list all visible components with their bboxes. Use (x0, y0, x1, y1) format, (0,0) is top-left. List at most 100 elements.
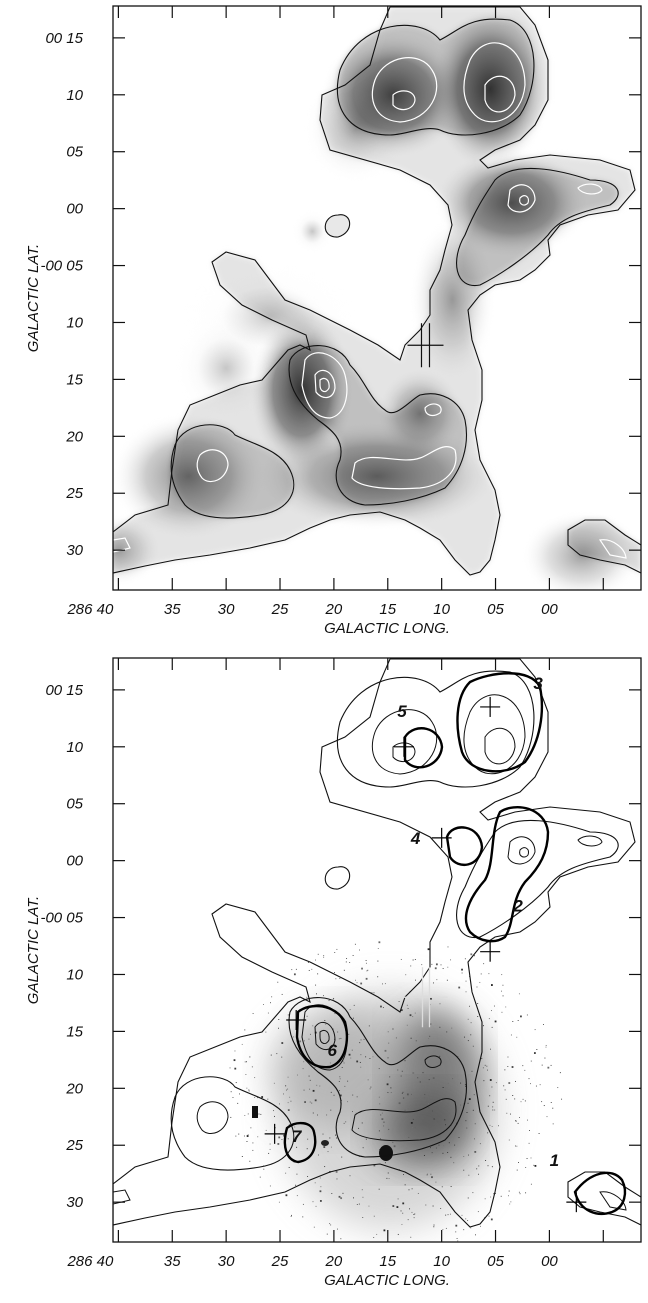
x-tick-label: 00 (541, 1253, 558, 1270)
star (491, 984, 493, 986)
star (465, 1218, 467, 1220)
star (309, 1088, 311, 1090)
star (346, 958, 348, 960)
star (508, 1082, 511, 1084)
star (390, 1092, 392, 1093)
star (365, 1056, 367, 1058)
star (542, 1024, 544, 1025)
star (501, 1011, 503, 1013)
star (526, 1158, 528, 1160)
star (510, 1034, 512, 1036)
x-tick-label: 10 (433, 601, 450, 618)
star (259, 1176, 261, 1178)
star (317, 1114, 318, 1116)
star (238, 1133, 240, 1135)
star (327, 1151, 329, 1153)
source-label: 3 (533, 674, 543, 693)
star (474, 955, 476, 957)
star (333, 1094, 335, 1096)
star (419, 1081, 421, 1083)
star (329, 1062, 331, 1064)
source-label: 5 (397, 702, 407, 721)
star (518, 1191, 520, 1193)
radio-contour (456, 672, 544, 773)
star (323, 1146, 326, 1148)
star (415, 1040, 417, 1042)
emission-clump (113, 513, 162, 587)
star (476, 1168, 478, 1170)
contour-inner (371, 57, 438, 123)
star (307, 1138, 309, 1140)
star (428, 1107, 430, 1109)
star (492, 1106, 494, 1108)
star (447, 946, 449, 948)
x-tick-label: 35 (164, 1253, 181, 1270)
star (468, 1098, 471, 1100)
star (302, 1203, 304, 1205)
star (366, 970, 368, 972)
star (359, 1061, 361, 1063)
star (426, 1174, 428, 1176)
y-tick-label: 15 (66, 1023, 83, 1040)
star (404, 1060, 406, 1062)
y-tick-label: 00 (66, 853, 83, 870)
star (406, 1024, 408, 1026)
star (378, 941, 381, 944)
star (244, 1029, 246, 1031)
star (373, 992, 375, 994)
star (517, 1020, 519, 1021)
star (291, 1214, 292, 1216)
star (534, 1029, 536, 1031)
star (434, 967, 437, 970)
star (398, 1001, 400, 1003)
star (561, 1098, 563, 1100)
star (493, 1193, 495, 1195)
star (486, 1065, 488, 1067)
star (362, 1217, 364, 1218)
emission-clump (303, 74, 408, 184)
star (491, 1026, 493, 1028)
star (320, 1186, 322, 1188)
star (528, 1078, 530, 1080)
y-tick-label: -00 05 (40, 910, 83, 927)
star (315, 1205, 317, 1207)
star (522, 1098, 524, 1100)
contour-inner (424, 403, 442, 417)
star (411, 1093, 412, 1095)
star (341, 1067, 343, 1068)
star (333, 997, 335, 999)
star (380, 1005, 382, 1008)
star (443, 1145, 445, 1147)
emission-clump (377, 368, 464, 460)
star (296, 1195, 298, 1197)
star (469, 1005, 470, 1007)
star (483, 1025, 485, 1027)
star (232, 1097, 234, 1098)
star (543, 1105, 545, 1107)
star (353, 1197, 354, 1199)
star (398, 1102, 401, 1105)
star (407, 1219, 409, 1221)
star (441, 1186, 443, 1188)
map-panel-top: 286 40 35 30 25 20 15 10 05 00 00 15 10 05 00 -00 05 1… (25, 5, 642, 637)
star (287, 1088, 289, 1090)
star (539, 1084, 541, 1086)
star (505, 1006, 507, 1008)
star (365, 977, 368, 980)
star (336, 1137, 338, 1139)
star (389, 1076, 391, 1078)
x-tick-label: 15 (379, 1253, 396, 1270)
star (504, 1089, 506, 1091)
star (395, 1037, 397, 1039)
star (338, 1080, 340, 1082)
star (450, 1186, 452, 1188)
star (411, 1188, 413, 1190)
star (550, 1102, 552, 1103)
star (359, 949, 360, 951)
star (472, 1109, 474, 1111)
star (446, 979, 448, 981)
star (330, 1091, 332, 1093)
star (341, 1100, 342, 1101)
star (278, 1201, 280, 1203)
